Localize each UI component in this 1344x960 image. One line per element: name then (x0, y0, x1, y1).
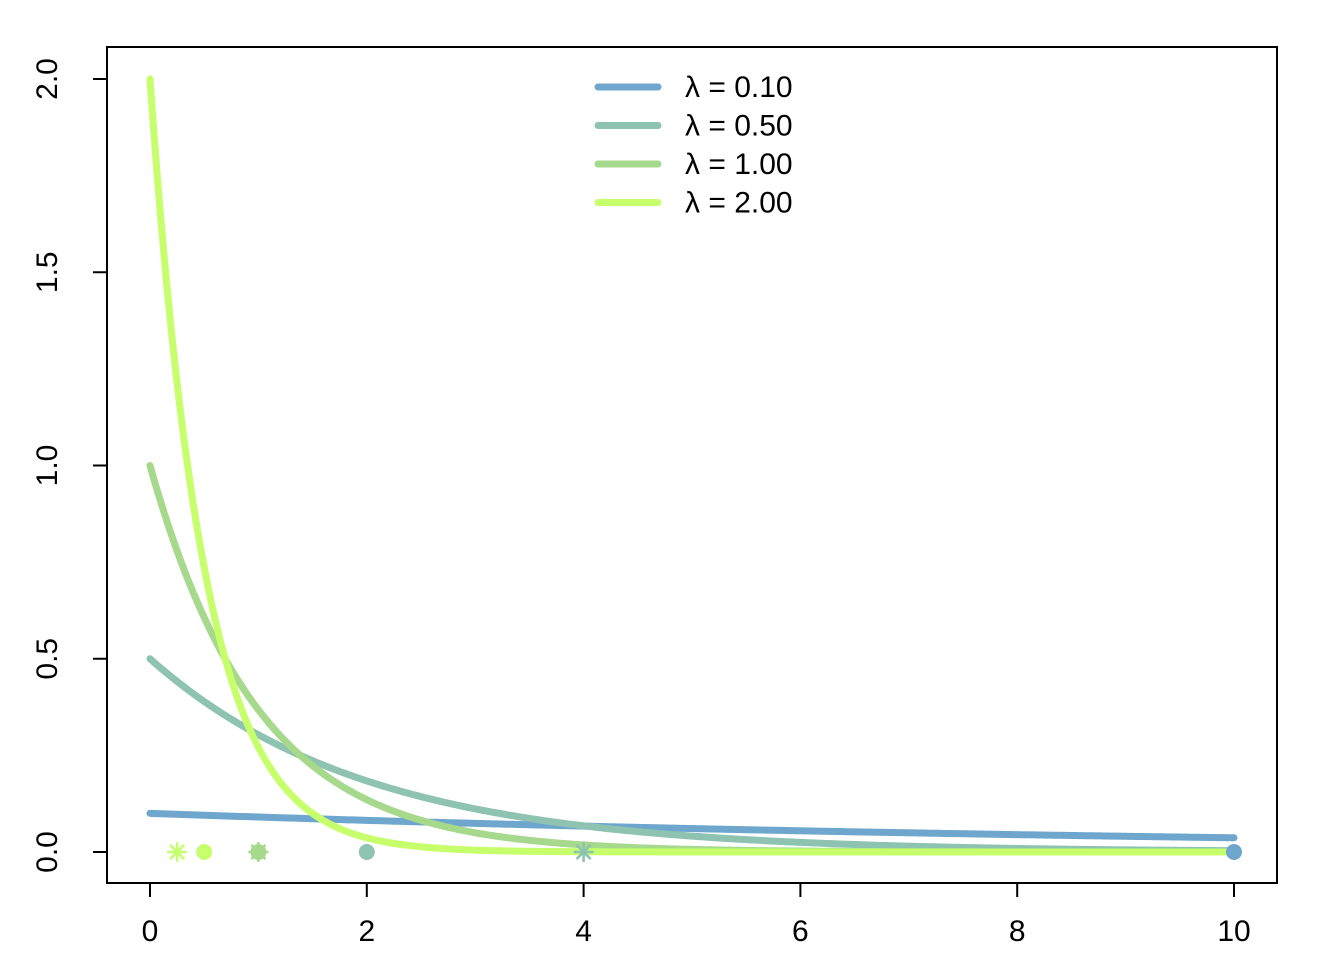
series-point-circle-3 (196, 844, 213, 860)
x-tick-label: 0 (142, 915, 159, 948)
series-curves (146, 75, 1238, 856)
series-point-circle-0 (1226, 844, 1242, 860)
x-tick-label: 10 (1217, 915, 1250, 948)
y-tick-label: 0.0 (31, 831, 64, 873)
y-tick-label: 2.0 (31, 58, 64, 100)
legend: λ = 0.10 λ = 0.50 λ = 1.00 λ = 2.00 (594, 71, 793, 220)
x-tick-label: 4 (575, 915, 592, 948)
legend-label-3: λ = 2.00 (685, 187, 793, 220)
x-axis: 0 2 4 6 8 10 (142, 882, 1251, 948)
series-markers (167, 842, 1242, 862)
y-tick-label: 1.5 (31, 251, 64, 293)
y-axis: 0.0 0.5 1.0 1.5 2.0 (31, 58, 108, 873)
legend-label-2: λ = 1.00 (685, 148, 793, 181)
y-tick-label: 1.0 (31, 445, 64, 487)
series-point-circle-1 (358, 844, 375, 860)
legend-label-0: λ = 0.10 (685, 71, 793, 104)
series-point-star-2 (248, 842, 269, 862)
x-tick-label: 8 (1009, 915, 1026, 948)
series-point-star-1 (573, 842, 594, 862)
series-line-3 (146, 75, 1238, 856)
series-line-0 (146, 809, 1238, 842)
x-tick-label: 2 (358, 915, 375, 948)
y-tick-label: 0.5 (31, 638, 64, 680)
legend-label-1: λ = 0.50 (685, 110, 793, 143)
series-line-2 (146, 462, 1238, 856)
x-tick-label: 6 (792, 915, 809, 948)
series-point-star-3 (167, 842, 188, 862)
